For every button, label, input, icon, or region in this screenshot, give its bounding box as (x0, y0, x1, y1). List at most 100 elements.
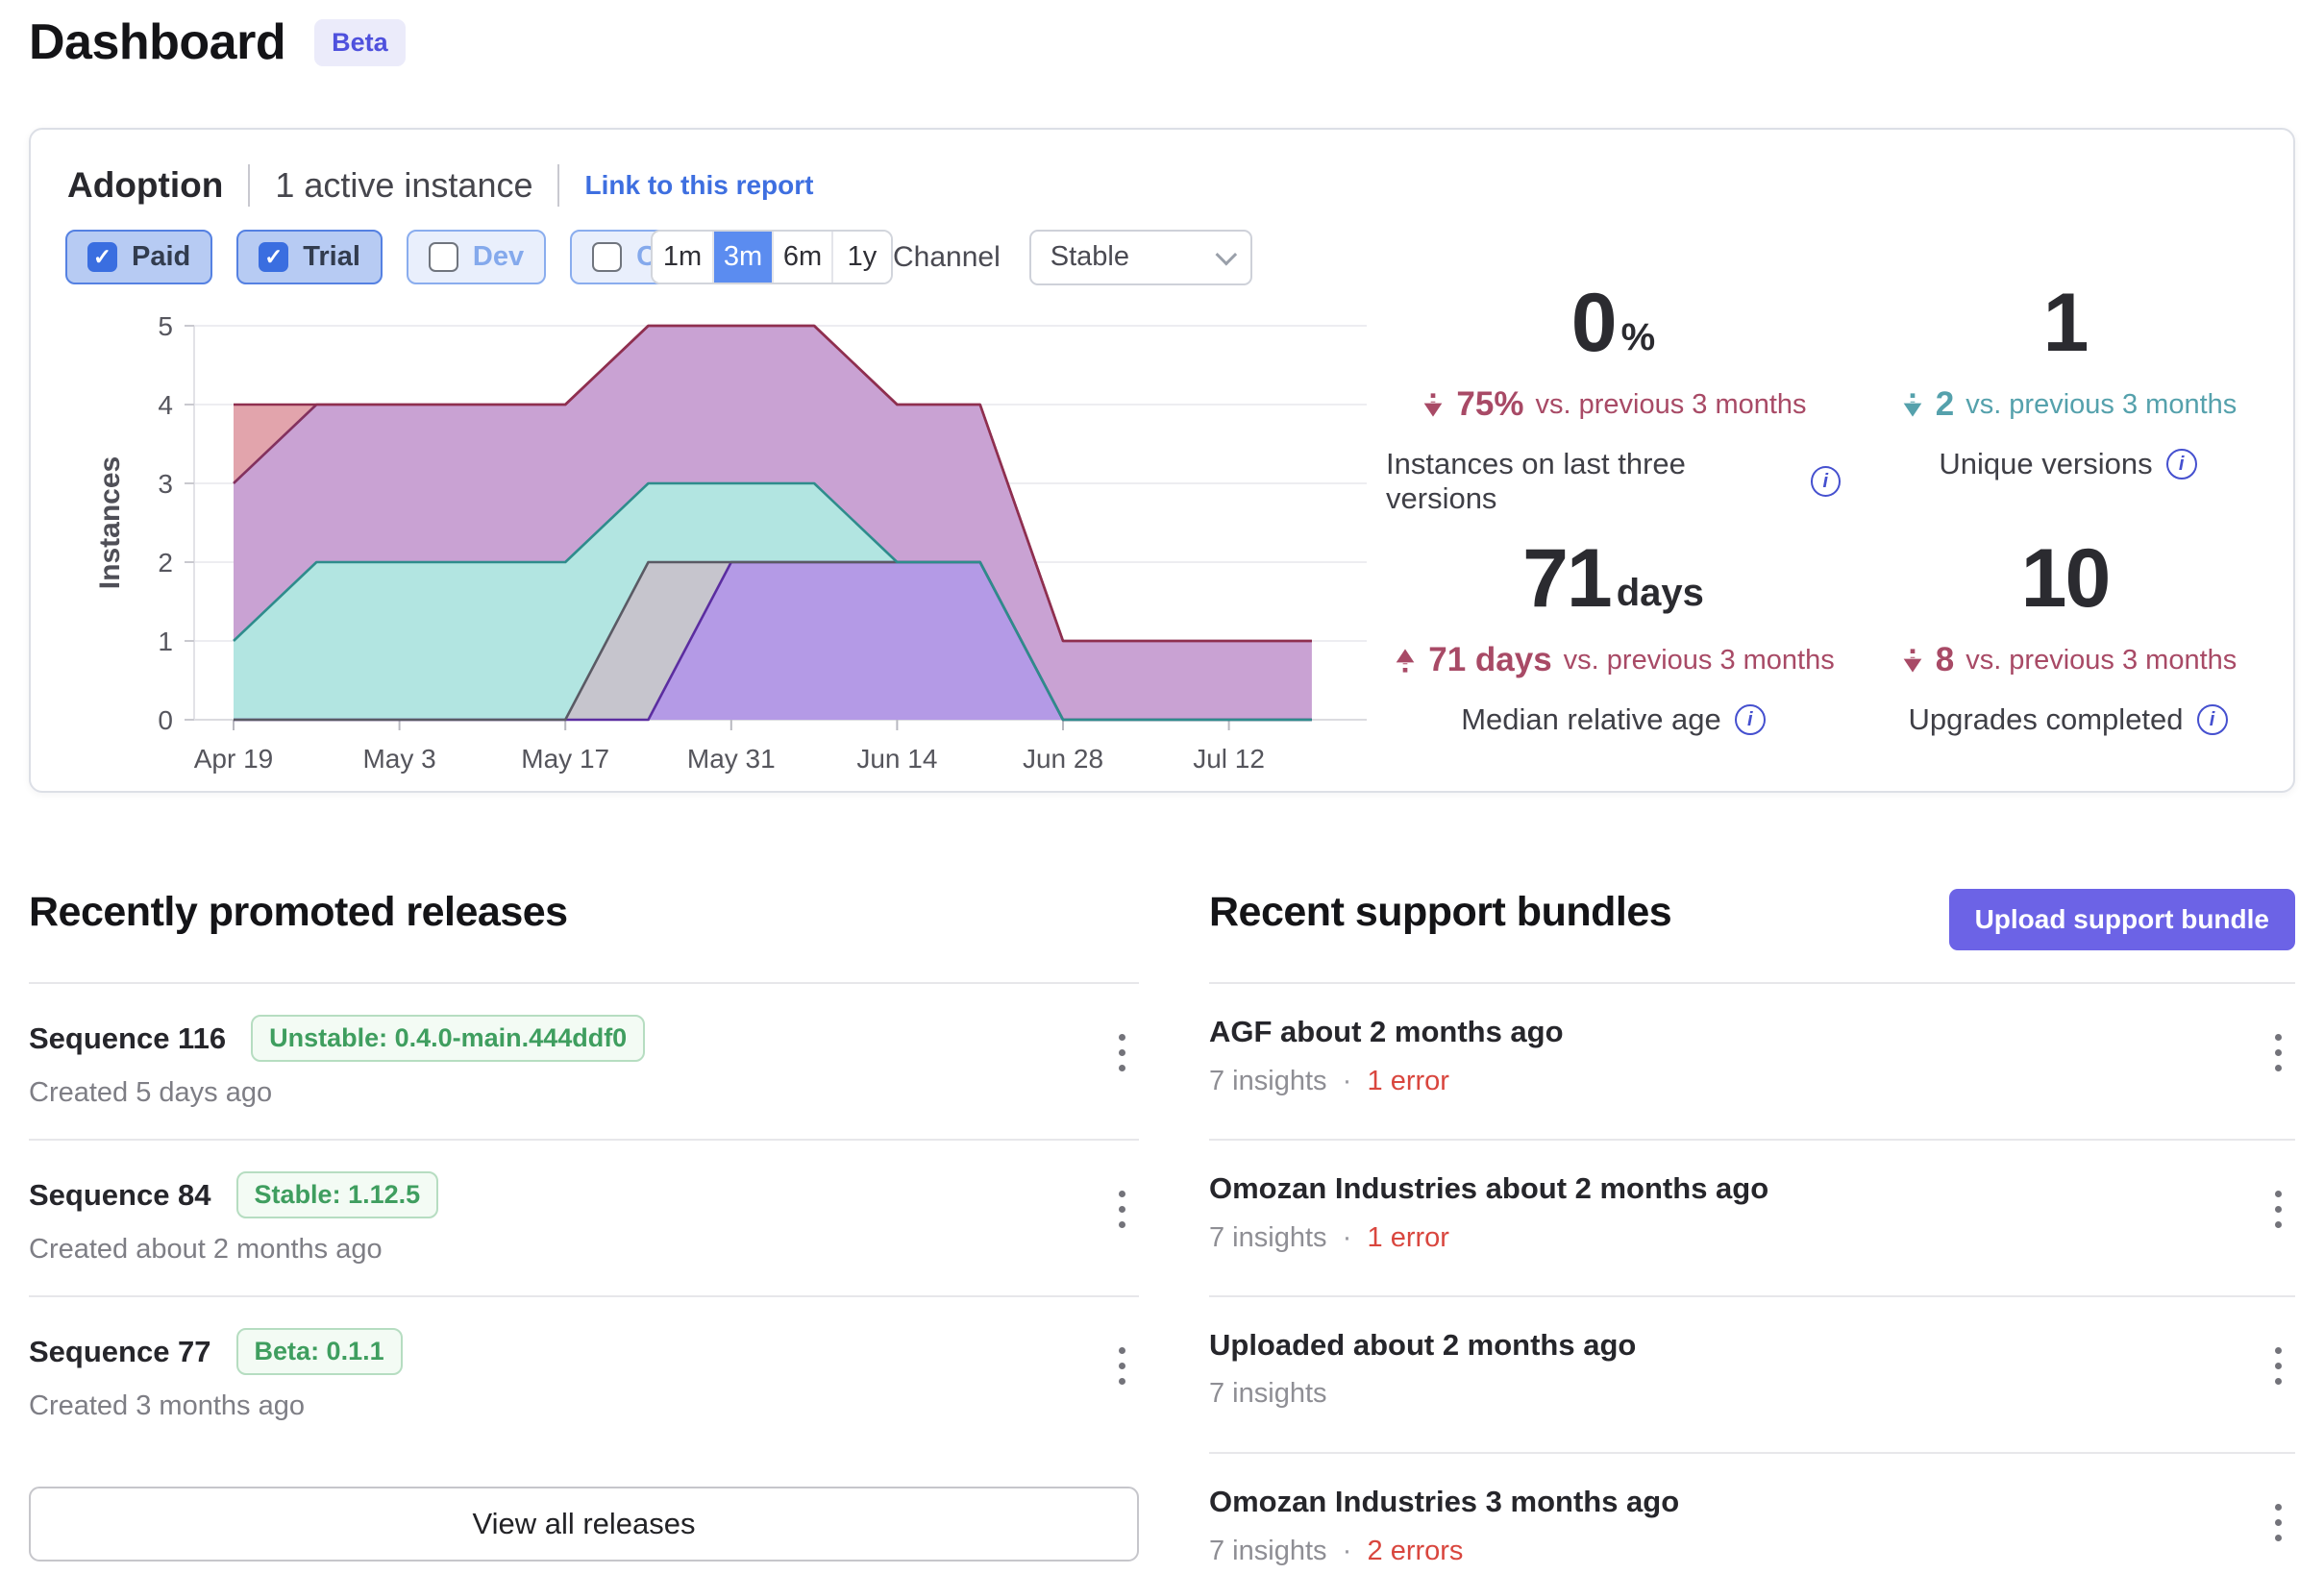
range-1m[interactable]: 1m (653, 232, 712, 283)
link-to-report[interactable]: Link to this report (584, 170, 814, 200)
kebab-menu-icon[interactable] (2267, 1026, 2289, 1079)
bundle-row[interactable]: Omozan Industries about 2 months ago 7 i… (1209, 1139, 2295, 1295)
svg-text:May 3: May 3 (362, 744, 435, 774)
release-title-line: Sequence 116 Unstable: 0.4.0-main.444ddf… (29, 1015, 1139, 1062)
filter-pill-trial[interactable]: Trial (236, 230, 383, 284)
recent-support-bundles-section: Recent support bundles Upload support bu… (1209, 889, 2295, 1574)
dot-separator: · (1342, 1535, 1352, 1566)
releases-heading: Recently promoted releases (29, 889, 568, 935)
release-created: Created 5 days ago (29, 1077, 273, 1108)
bundle-row[interactable]: AGF about 2 months ago 7 insights · 1 er… (1209, 982, 2295, 1139)
bundle-insights: 7 insights (1209, 1378, 1327, 1409)
info-icon[interactable] (1734, 704, 1766, 735)
page-title: Dashboard (29, 14, 286, 70)
svg-text:May 31: May 31 (687, 744, 776, 774)
stat-value: 71 (1522, 532, 1613, 625)
bundle-title-line: Omozan Industries 3 months ago (1209, 1485, 2295, 1519)
kebab-menu-icon[interactable] (1111, 1026, 1133, 1079)
delta-suffix: vs. previous 3 months (1563, 644, 1835, 676)
bundles-section-header: Recent support bundles Upload support bu… (1209, 889, 2295, 956)
bundles-heading: Recent support bundles (1209, 889, 1672, 935)
channel-select[interactable]: Stable (1028, 229, 1252, 285)
kebab-menu-icon[interactable] (2267, 1496, 2289, 1549)
stat-unit: days (1616, 572, 1704, 614)
svg-text:4: 4 (158, 390, 173, 420)
range-1y[interactable]: 1y (831, 232, 891, 283)
page-header: Dashboard Beta (29, 13, 406, 71)
channel-label: Channel (893, 240, 1001, 273)
divider (248, 164, 251, 207)
info-icon[interactable] (2196, 704, 2228, 735)
filter-pill-paid[interactable]: Paid (65, 230, 213, 284)
adoption-chart: 0 1 2 3 4 5 Apr 19 May 3 May 17 May 31 Jun 14 Jun 2… (94, 311, 1367, 774)
bundle-insights: 7 insights (1209, 1535, 1327, 1566)
bundle-insights: 7 insights (1209, 1221, 1327, 1253)
stat-label-text: Median relative age (1461, 702, 1721, 736)
bundle-error-count: 1 error (1367, 1221, 1449, 1253)
active-instance-count: 1 active instance (275, 165, 533, 205)
bundle-meta: 7 insights · 1 error (1209, 1065, 2295, 1097)
info-icon[interactable] (2165, 449, 2197, 480)
bundle-title: Omozan Industries about 2 months ago (1209, 1171, 1769, 1205)
bundle-title-line: Omozan Industries about 2 months ago (1209, 1171, 2295, 1206)
stat-label: Unique versions (1939, 447, 2197, 481)
stat-instances-last-three-versions: 0 % 75% vs. previous 3 months Instances … (1386, 282, 1841, 520)
release-channel-badge: Stable: 1.12.5 (235, 1171, 439, 1218)
release-row: Sequence 84 Stable: 1.12.5 Created about… (29, 1139, 1139, 1295)
bundle-row[interactable]: Uploaded about 2 months ago 7 insights · (1209, 1295, 2295, 1452)
bundle-title: Omozan Industries 3 months ago (1209, 1485, 1680, 1518)
view-all-releases-button[interactable]: View all releases (29, 1487, 1139, 1562)
stat-delta: 2 vs. previous 3 months (1899, 385, 2237, 424)
kebab-menu-icon[interactable] (2267, 1183, 2289, 1236)
checkbox-paid[interactable] (87, 242, 117, 272)
trend-down-icon (1424, 392, 1443, 417)
kebab-menu-icon[interactable] (1111, 1183, 1133, 1236)
stat-number: 71 days (1522, 537, 1704, 620)
bundle-row[interactable]: Omozan Industries 3 months ago 7 insight… (1209, 1452, 2295, 1574)
info-icon[interactable] (1810, 466, 1841, 497)
recently-promoted-releases-section: Recently promoted releases Sequence 116 … (29, 889, 1139, 1562)
svg-text:Apr 19: Apr 19 (194, 744, 274, 774)
stat-label: Upgrades completed (1908, 702, 2228, 737)
filter-label: Dev (472, 241, 525, 272)
svg-text:0: 0 (158, 705, 173, 735)
upload-support-bundle-button[interactable]: Upload support bundle (1948, 889, 2295, 950)
release-created: Created 3 months ago (29, 1390, 305, 1421)
bundle-meta: 7 insights · 2 errors (1209, 1535, 2295, 1567)
bundle-meta: 7 insights · 1 error (1209, 1221, 2295, 1254)
stat-label-text: Upgrades completed (1908, 702, 2184, 736)
stat-median-relative-age: 71 days 71 days vs. previous 3 months Me… (1386, 537, 1841, 775)
release-row: Sequence 116 Unstable: 0.4.0-main.444ddf… (29, 982, 1139, 1139)
svg-text:5: 5 (158, 311, 173, 341)
delta-value: 75% (1456, 385, 1524, 423)
bundle-error-count: 2 errors (1367, 1535, 1464, 1566)
release-title-line: Sequence 77 Beta: 0.1.1 (29, 1328, 1139, 1375)
stat-delta: 75% vs. previous 3 months (1420, 385, 1807, 424)
range-6m[interactable]: 6m (772, 232, 831, 283)
delta-suffix: vs. previous 3 months (1966, 388, 2237, 420)
divider (557, 164, 560, 207)
bundle-insights: 7 insights (1209, 1065, 1327, 1096)
stat-value: 0 (1570, 277, 1618, 369)
kebab-menu-icon[interactable] (1111, 1340, 1133, 1392)
filter-pill-dev[interactable]: Dev (406, 230, 547, 284)
release-row: Sequence 77 Beta: 0.1.1 Created 3 months… (29, 1295, 1139, 1452)
checkbox-community[interactable] (592, 242, 623, 272)
stat-delta: 8 vs. previous 3 months (1899, 641, 2237, 679)
channel-selected-value: Stable (1050, 241, 1129, 272)
filter-label: Paid (132, 241, 191, 272)
stat-delta: 71 days vs. previous 3 months (1392, 641, 1835, 679)
kebab-menu-icon[interactable] (2267, 1340, 2289, 1392)
checkbox-dev[interactable] (428, 242, 458, 272)
bundle-title-line: AGF about 2 months ago (1209, 1015, 2295, 1049)
checkbox-trial[interactable] (259, 242, 289, 272)
stat-label-text: Instances on last three versions (1386, 447, 1686, 515)
bundle-error-count: 1 error (1367, 1065, 1449, 1096)
chevron-down-icon (1215, 243, 1237, 265)
range-3m[interactable]: 3m (712, 232, 772, 283)
bundles-list: AGF about 2 months ago 7 insights · 1 er… (1209, 982, 2295, 1574)
stat-label-text: Unique versions (1939, 447, 2153, 480)
svg-text:2: 2 (158, 548, 173, 578)
channel-control: Channel Stable (893, 229, 1252, 285)
